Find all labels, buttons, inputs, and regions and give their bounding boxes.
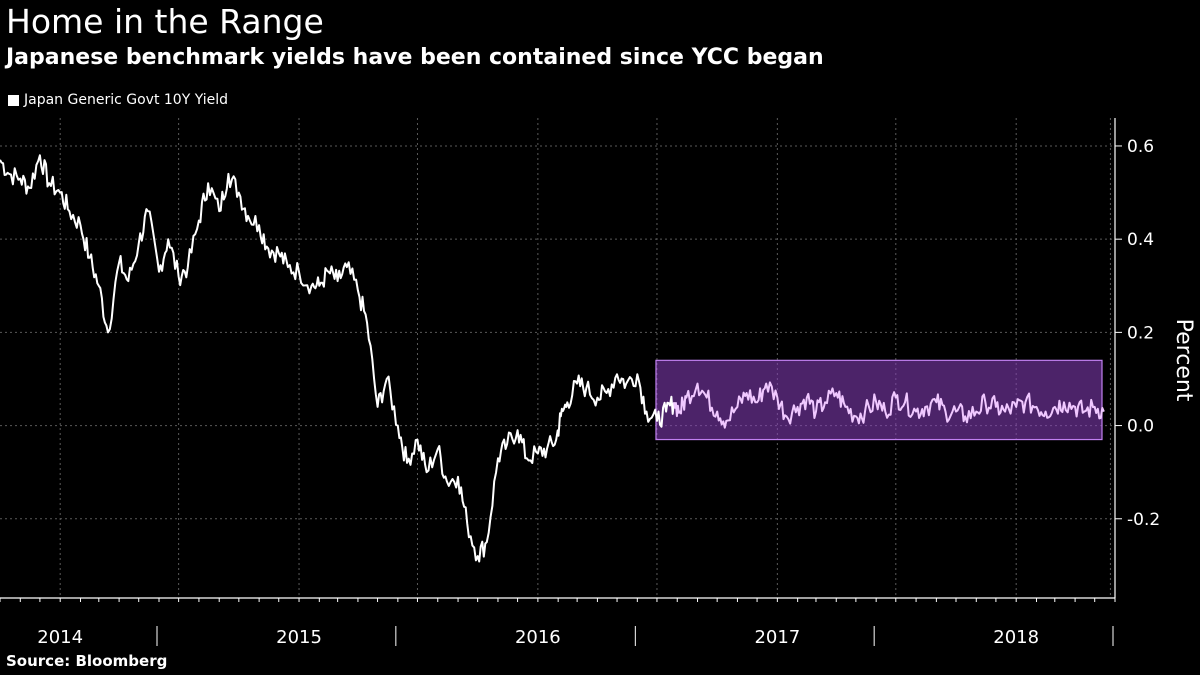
chart-subtitle: Japanese benchmark yields have been cont… (6, 45, 824, 70)
series-line-pre-ycc (0, 154, 675, 563)
chart-title: Home in the Range (6, 2, 324, 41)
y-tick-label: -0.2 (1127, 510, 1160, 530)
axes: -0.2 0.0 0.2 0.4 0.6 2014 2015 2016 2017 2018 Perc… (0, 118, 1196, 648)
series-layer (0, 154, 1105, 563)
legend: Japan Generic Govt 10Y Yield (8, 92, 228, 108)
x-tick-label: 2015 (276, 627, 322, 648)
x-tick-label: 2014 (37, 627, 83, 648)
x-tick-label: 2018 (993, 627, 1039, 648)
y-tick-label: 0.0 (1127, 417, 1154, 437)
x-tick-label: 2016 (515, 627, 561, 648)
series-line-ycc (673, 381, 1105, 429)
y-tick-label: 0.6 (1127, 137, 1154, 157)
legend-swatch (8, 94, 19, 106)
legend-label: Japan Generic Govt 10Y Yield (24, 92, 229, 108)
x-tick-label: 2017 (754, 627, 800, 648)
grid (0, 118, 1115, 598)
source-note: Source: Bloomberg (6, 652, 168, 670)
y-tick-label: 0.4 (1127, 230, 1154, 250)
y-axis-label: Percent (1171, 319, 1196, 402)
y-tick-label: 0.2 (1127, 323, 1154, 343)
